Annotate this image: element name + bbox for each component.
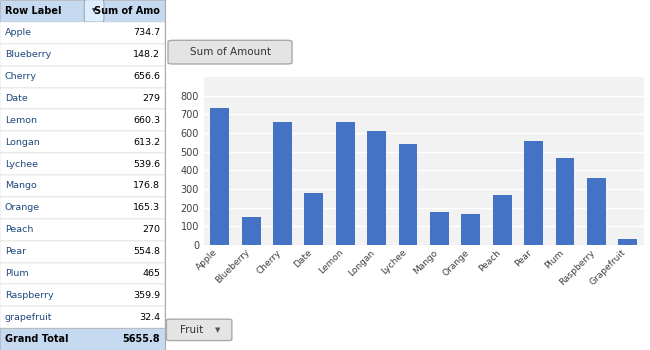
FancyBboxPatch shape — [0, 0, 165, 22]
Bar — [556, 158, 575, 245]
Bar — [398, 144, 417, 245]
FancyBboxPatch shape — [0, 241, 165, 262]
Text: Pear: Pear — [5, 247, 26, 256]
Text: ▼: ▼ — [215, 327, 220, 333]
Text: Orange: Orange — [5, 203, 40, 212]
Bar — [211, 108, 229, 245]
FancyBboxPatch shape — [0, 284, 165, 306]
FancyBboxPatch shape — [0, 175, 165, 197]
Text: 734.7: 734.7 — [133, 28, 160, 37]
Text: 32.4: 32.4 — [139, 313, 160, 322]
Text: Mango: Mango — [5, 181, 36, 190]
Text: 613.2: 613.2 — [133, 138, 160, 147]
Text: Fruit: Fruit — [180, 325, 203, 335]
Text: Grand Total: Grand Total — [5, 334, 68, 344]
Text: Plum: Plum — [5, 269, 29, 278]
Text: 279: 279 — [142, 94, 160, 103]
Text: 465: 465 — [142, 269, 160, 278]
FancyBboxPatch shape — [0, 131, 165, 153]
Text: Sum of Amount: Sum of Amount — [190, 47, 270, 57]
Text: ▼: ▼ — [92, 8, 96, 13]
Bar — [524, 141, 543, 245]
FancyBboxPatch shape — [84, 0, 104, 22]
Text: 176.8: 176.8 — [133, 181, 160, 190]
Text: 148.2: 148.2 — [133, 50, 160, 59]
FancyBboxPatch shape — [0, 219, 165, 241]
Text: 656.6: 656.6 — [133, 72, 160, 81]
Text: Apple: Apple — [5, 28, 32, 37]
Bar — [462, 214, 480, 245]
Text: Sum of Amo: Sum of Amo — [94, 6, 160, 16]
Bar — [273, 122, 292, 245]
Text: 5655.8: 5655.8 — [122, 334, 160, 344]
Text: Cherry: Cherry — [5, 72, 37, 81]
Bar — [336, 122, 355, 245]
Text: 359.9: 359.9 — [133, 291, 160, 300]
Text: Longan: Longan — [5, 138, 40, 147]
Text: Raspberry: Raspberry — [5, 291, 53, 300]
Text: 554.8: 554.8 — [133, 247, 160, 256]
Bar — [304, 193, 323, 245]
Bar — [618, 239, 637, 245]
FancyBboxPatch shape — [0, 109, 165, 131]
Text: 539.6: 539.6 — [133, 160, 160, 169]
Bar — [587, 178, 606, 245]
FancyBboxPatch shape — [0, 306, 165, 328]
Text: Peach: Peach — [5, 225, 33, 234]
Text: Blueberry: Blueberry — [5, 50, 51, 59]
Text: Lychee: Lychee — [5, 160, 38, 169]
Bar — [367, 131, 386, 245]
FancyBboxPatch shape — [0, 44, 165, 66]
Text: 660.3: 660.3 — [133, 116, 160, 125]
Text: 270: 270 — [142, 225, 160, 234]
FancyBboxPatch shape — [0, 328, 165, 350]
Text: Lemon: Lemon — [5, 116, 37, 125]
FancyBboxPatch shape — [166, 319, 232, 341]
Text: Row Label: Row Label — [5, 6, 62, 16]
FancyBboxPatch shape — [0, 22, 165, 44]
FancyBboxPatch shape — [0, 153, 165, 175]
FancyBboxPatch shape — [0, 197, 165, 219]
FancyBboxPatch shape — [0, 88, 165, 109]
Text: Date: Date — [5, 94, 28, 103]
Bar — [242, 217, 261, 245]
Bar — [493, 195, 512, 245]
FancyBboxPatch shape — [0, 262, 165, 284]
Bar — [430, 212, 449, 245]
FancyBboxPatch shape — [168, 40, 292, 64]
Text: 165.3: 165.3 — [133, 203, 160, 212]
Text: grapefruit: grapefruit — [5, 313, 53, 322]
FancyBboxPatch shape — [0, 66, 165, 88]
